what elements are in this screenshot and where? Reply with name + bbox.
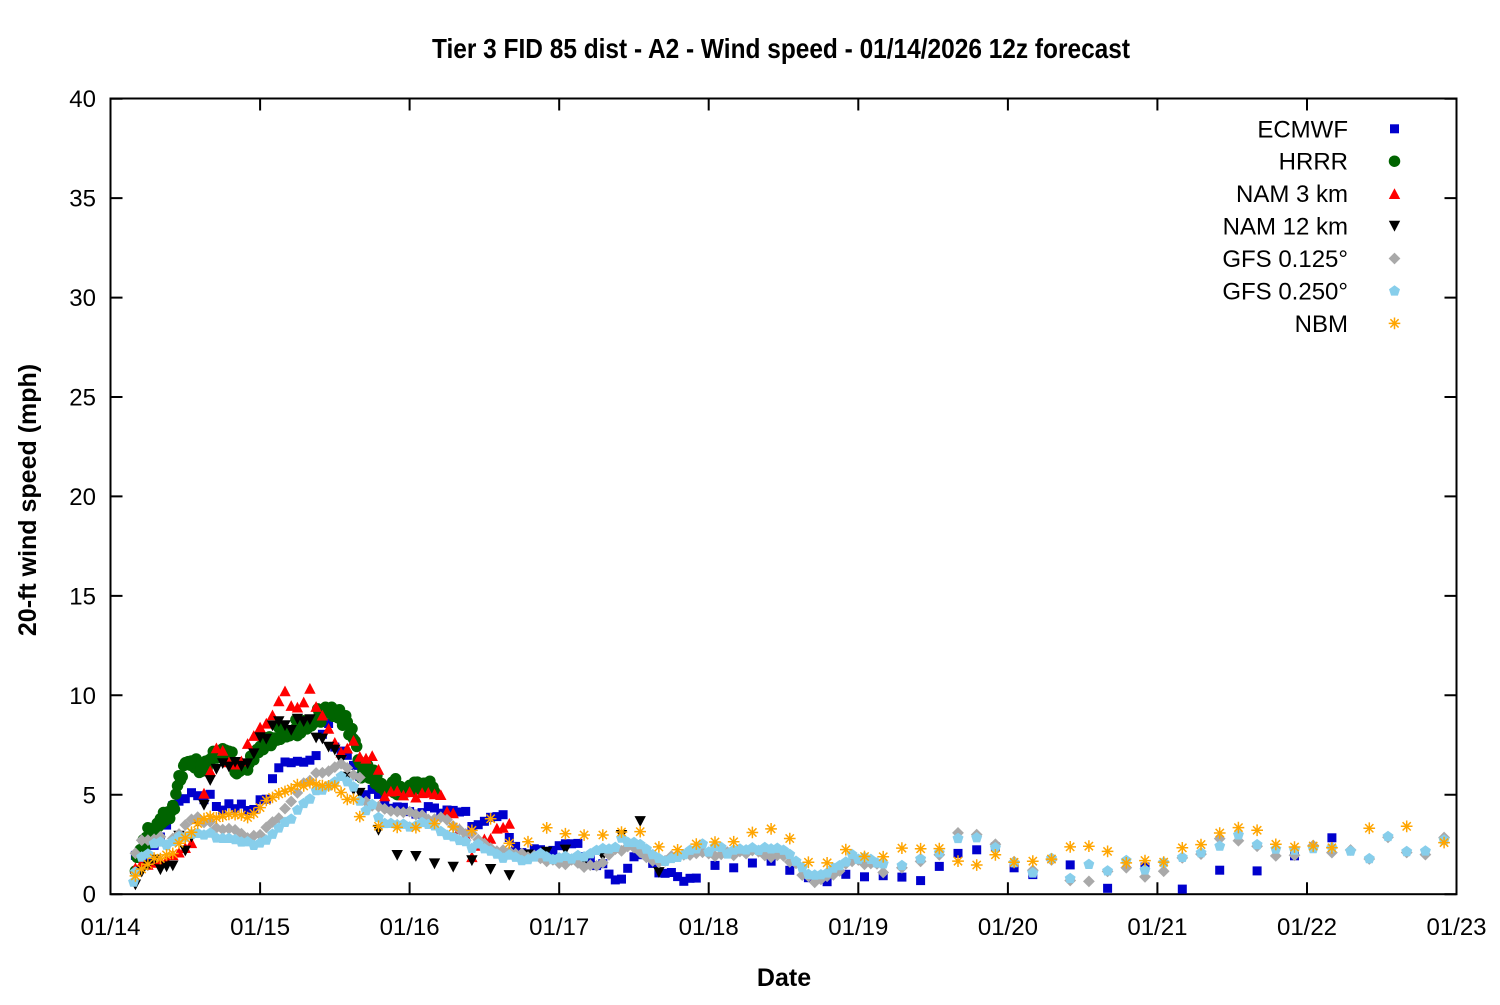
svg-text:ECMWF: ECMWF [1257, 116, 1348, 143]
svg-text:01/19: 01/19 [828, 914, 888, 941]
svg-text:01/18: 01/18 [679, 914, 739, 941]
svg-text:Tier 3 FID 85 dist - A2 - Wind: Tier 3 FID 85 dist - A2 - Wind speed - 0… [432, 33, 1130, 64]
svg-text:GFS 0.250°: GFS 0.250° [1222, 279, 1348, 306]
svg-text:10: 10 [69, 683, 96, 710]
svg-text:01/16: 01/16 [380, 914, 440, 941]
svg-text:5: 5 [83, 782, 96, 809]
svg-text:NBM: NBM [1295, 311, 1348, 338]
svg-text:01/22: 01/22 [1277, 914, 1337, 941]
svg-text:40: 40 [69, 86, 96, 113]
svg-text:01/14: 01/14 [80, 914, 140, 941]
svg-text:20-ft wind speed (mph): 20-ft wind speed (mph) [14, 364, 42, 636]
svg-text:25: 25 [69, 385, 96, 412]
svg-text:NAM 12 km: NAM 12 km [1223, 214, 1348, 241]
svg-text:GFS 0.125°: GFS 0.125° [1222, 246, 1348, 273]
svg-text:Date: Date [757, 964, 811, 992]
svg-text:20: 20 [69, 484, 96, 511]
svg-text:NAM 3 km: NAM 3 km [1236, 181, 1348, 208]
svg-text:HRRR: HRRR [1279, 149, 1348, 176]
svg-text:01/15: 01/15 [230, 914, 290, 941]
svg-text:01/23: 01/23 [1426, 914, 1486, 941]
svg-text:30: 30 [69, 285, 96, 312]
svg-text:15: 15 [69, 583, 96, 610]
svg-text:35: 35 [69, 186, 96, 213]
svg-text:0: 0 [83, 882, 96, 909]
svg-text:01/20: 01/20 [978, 914, 1038, 941]
svg-text:01/21: 01/21 [1127, 914, 1187, 941]
svg-text:01/17: 01/17 [529, 914, 589, 941]
